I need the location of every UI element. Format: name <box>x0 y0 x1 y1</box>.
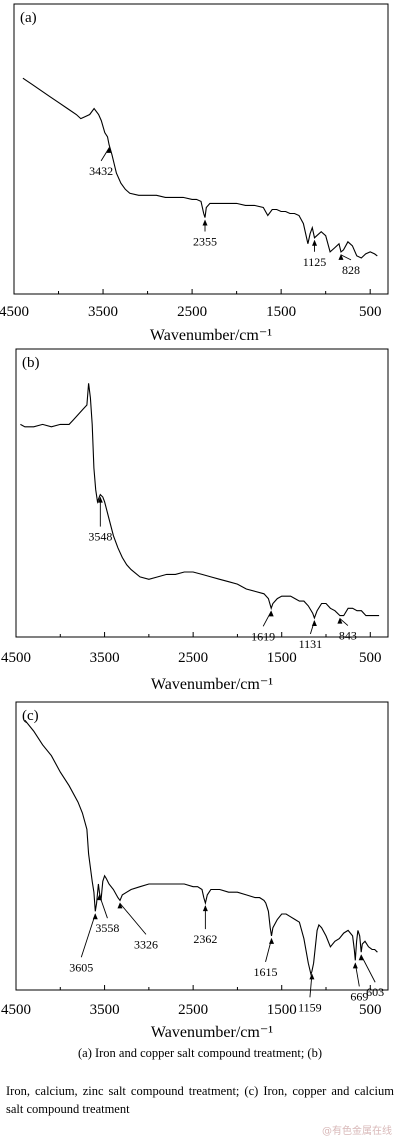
plot-frame-1 <box>13 3 389 295</box>
annotation-arrow <box>339 618 349 626</box>
spectrum-line-2 <box>20 383 380 620</box>
peak-label: 3432 <box>89 164 113 178</box>
spectrum-line-3 <box>24 719 378 976</box>
x-tick-label: 4500 <box>0 304 29 320</box>
peak-label: 2355 <box>193 235 217 249</box>
panel-label-1: (a) <box>20 10 37 26</box>
annotation-arrowhead <box>202 905 208 912</box>
annotation-arrow <box>80 914 96 958</box>
peak-label: 843 <box>339 629 357 643</box>
annotation-arrowhead <box>96 894 102 901</box>
peak-label: 1125 <box>303 255 327 269</box>
plot-frame-3 <box>15 701 389 991</box>
annotation-arrowhead <box>268 610 274 617</box>
peak-label: 3558 <box>95 921 119 935</box>
x-axis-label-2: Wavenumber/cm⁻¹ <box>151 676 273 693</box>
annotation-arrowhead <box>338 253 344 260</box>
annotation-arrowhead <box>311 620 317 626</box>
x-tick-label: 2500 <box>177 304 207 320</box>
annotation-arrowhead <box>309 973 315 980</box>
annotation-arrowhead <box>352 962 358 969</box>
x-tick-label: 3500 <box>90 1002 120 1018</box>
peak-label: 1131 <box>299 637 323 651</box>
x-tick-label: 2500 <box>178 1002 208 1018</box>
watermark-text: @有色金属在线 <box>322 1126 392 1137</box>
x-tick-label: 4500 <box>1 650 31 666</box>
figure-caption-line-1: (a) Iron and copper salt compound treatm… <box>77 1046 322 1060</box>
peak-label: 669 <box>350 989 368 1003</box>
annotation-arrowhead <box>312 239 318 246</box>
annotation-arrowhead <box>358 954 364 961</box>
annotation-arrowhead <box>269 937 275 944</box>
x-tick-label: 2500 <box>178 650 208 666</box>
annotation-arrow <box>100 147 110 162</box>
x-tick-label: 500 <box>359 304 382 320</box>
peak-label: 3548 <box>88 530 112 544</box>
panel-label-3: (c) <box>22 708 39 724</box>
peak-label: 1619 <box>251 629 275 643</box>
x-tick-label: 1500 <box>267 650 297 666</box>
annotation-arrow <box>340 254 352 261</box>
x-tick-label: 500 <box>359 1002 382 1018</box>
x-tick-label: 1500 <box>267 1002 297 1018</box>
plot-frame-2 <box>15 348 389 638</box>
panel-label-2: (b) <box>22 355 40 371</box>
peak-label: 603 <box>366 985 384 999</box>
peak-label: 1159 <box>298 1000 322 1014</box>
peak-label: 1615 <box>254 965 278 979</box>
peak-label: 3326 <box>134 937 158 951</box>
x-axis-label-3: Wavenumber/cm⁻¹ <box>151 1024 273 1041</box>
x-tick-label: 4500 <box>1 1002 31 1018</box>
peak-label: 828 <box>342 263 360 277</box>
figure-caption-line-2: Iron, calcium, zinc salt compound treatm… <box>6 1084 394 1116</box>
annotation-arrowhead <box>106 146 112 153</box>
x-tick-label: 3500 <box>90 650 120 666</box>
annotation-arrow <box>119 903 147 935</box>
x-tick-label: 1500 <box>266 304 296 320</box>
annotation-arrowhead <box>202 219 208 226</box>
annotation-arrowhead <box>117 902 123 909</box>
annotation-arrowhead <box>97 496 103 503</box>
peak-label: 2362 <box>193 932 217 946</box>
x-tick-label: 500 <box>359 650 382 666</box>
annotation-arrowhead <box>337 617 343 624</box>
annotation-arrow <box>360 955 376 983</box>
peak-label: 3605 <box>69 960 93 974</box>
x-tick-label: 3500 <box>88 304 118 320</box>
spectrum-line-1 <box>22 77 378 259</box>
annotation-arrowhead <box>92 913 98 920</box>
x-axis-label-1: Wavenumber/cm⁻¹ <box>150 327 272 344</box>
